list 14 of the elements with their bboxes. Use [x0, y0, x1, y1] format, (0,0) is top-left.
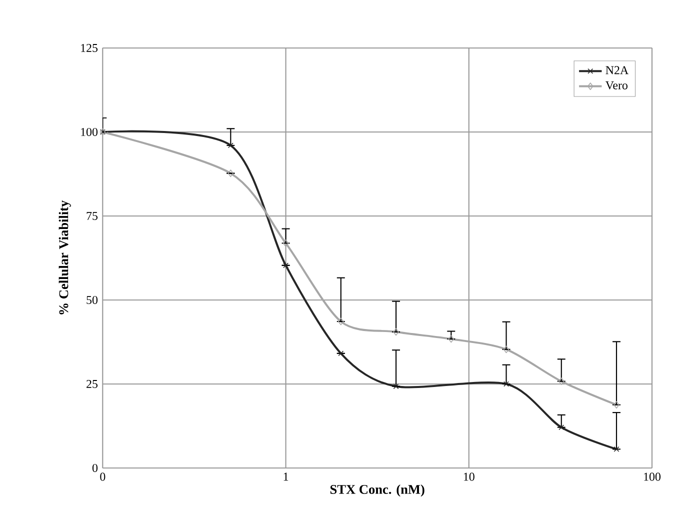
y-tick-label: 125	[81, 44, 98, 52]
x-tick-label: 0	[100, 472, 106, 481]
legend-label: N2A	[606, 66, 629, 74]
y-tick-label: 75	[86, 212, 98, 220]
y-tick-label: 100	[81, 128, 98, 136]
y-tick-label: 50	[86, 296, 98, 304]
y-tick-label: 25	[86, 380, 98, 388]
legend-label: Vero	[605, 82, 628, 90]
x-tick-label: 10	[464, 472, 474, 481]
x-axis-title: STX Conc. (nM)	[330, 484, 424, 497]
y-axis-title: % Cellular Viability	[58, 200, 71, 314]
y-tick-label: 0	[92, 464, 98, 472]
x-tick-label: 1	[284, 472, 288, 481]
x-tick-label: 100	[644, 472, 661, 481]
